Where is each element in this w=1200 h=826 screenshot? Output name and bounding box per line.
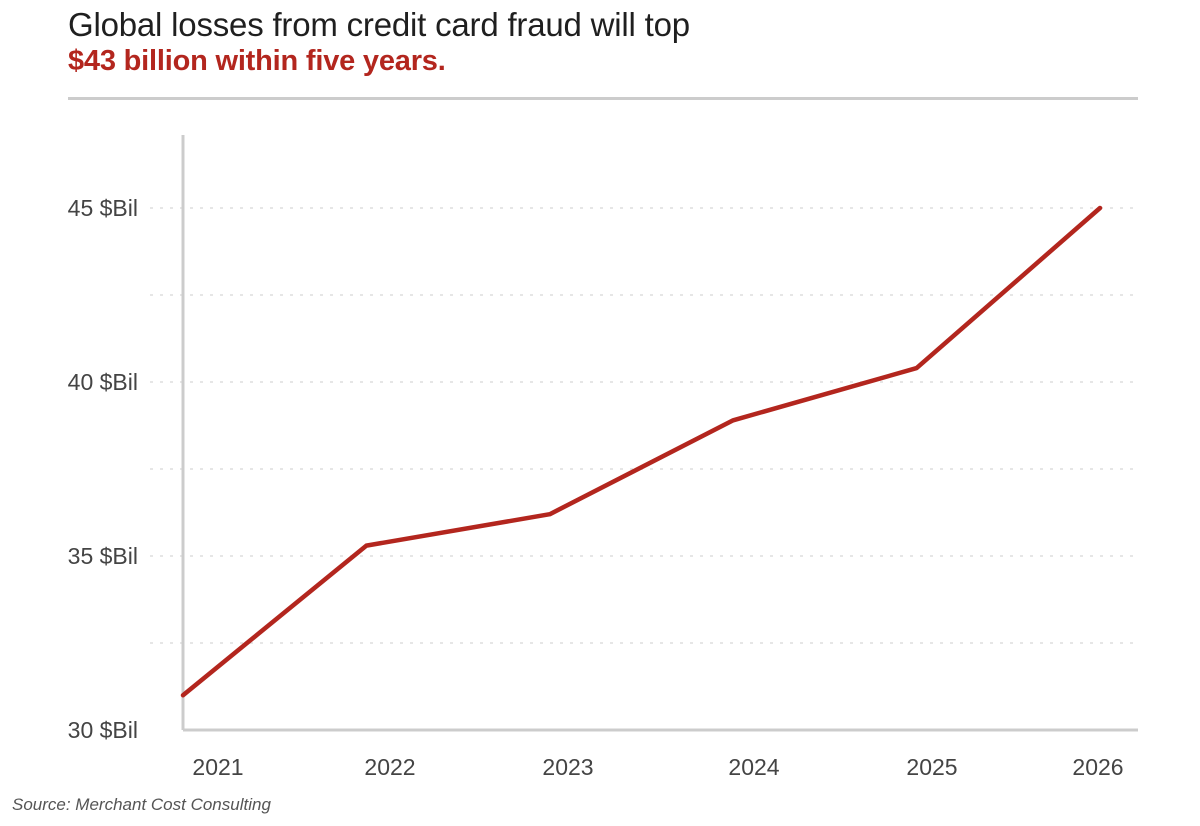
x-tick-label: 2025 (906, 754, 957, 780)
x-tick-label: 2023 (542, 754, 593, 780)
source-note: Source: Merchant Cost Consulting (12, 795, 271, 814)
title-divider (68, 97, 1138, 100)
chart-title-block: Global losses from credit card fraud wil… (68, 6, 1148, 78)
chart-subtitle: $43 billion within five years. (68, 45, 446, 77)
chart-title: Global losses from credit card fraud wil… (68, 6, 690, 43)
axes (181, 135, 1138, 732)
x-tick-label: 2022 (364, 754, 415, 780)
series-line (180, 205, 1103, 698)
y-tick-label: 35 $Bil (68, 543, 138, 569)
y-tick-label: 30 $Bil (68, 717, 138, 743)
y-tick-label: 40 $Bil (68, 369, 138, 395)
grid-lines (150, 207, 1140, 644)
x-tick-label: 2021 (192, 754, 243, 780)
x-tick-label: 2026 (1072, 754, 1123, 780)
x-tick-labels: 2021 2022 2023 2024 2025 2026 (192, 754, 1123, 780)
x-tick-label: 2024 (728, 754, 779, 780)
y-tick-labels: 30 $Bil 35 $Bil 40 $Bil 45 $Bil (68, 195, 138, 743)
series-lines (180, 205, 1103, 698)
y-tick-label: 45 $Bil (68, 195, 138, 221)
